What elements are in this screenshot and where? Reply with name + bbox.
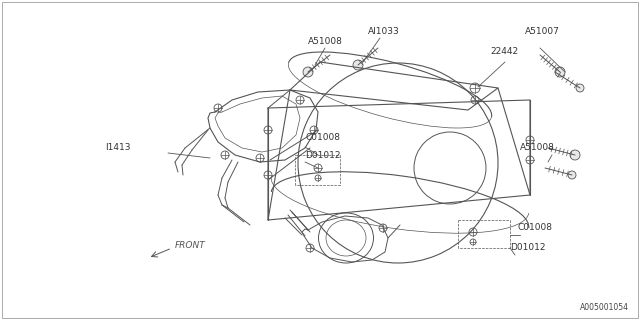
Circle shape	[570, 150, 580, 160]
Circle shape	[576, 84, 584, 92]
Text: A51008: A51008	[520, 143, 555, 153]
Text: C01008: C01008	[305, 133, 340, 142]
Text: I1413: I1413	[105, 143, 131, 153]
Text: AI1033: AI1033	[368, 28, 400, 36]
Text: D01012: D01012	[510, 244, 545, 252]
Text: D01012: D01012	[305, 150, 340, 159]
Circle shape	[568, 171, 576, 179]
Text: FRONT: FRONT	[175, 241, 205, 250]
Circle shape	[303, 67, 313, 77]
Circle shape	[353, 60, 363, 70]
Text: A51008: A51008	[308, 37, 343, 46]
Text: A51007: A51007	[525, 28, 560, 36]
Text: C01008: C01008	[518, 223, 553, 233]
Text: 22442: 22442	[490, 47, 518, 57]
Circle shape	[555, 67, 565, 77]
Text: A005001054: A005001054	[580, 303, 629, 312]
